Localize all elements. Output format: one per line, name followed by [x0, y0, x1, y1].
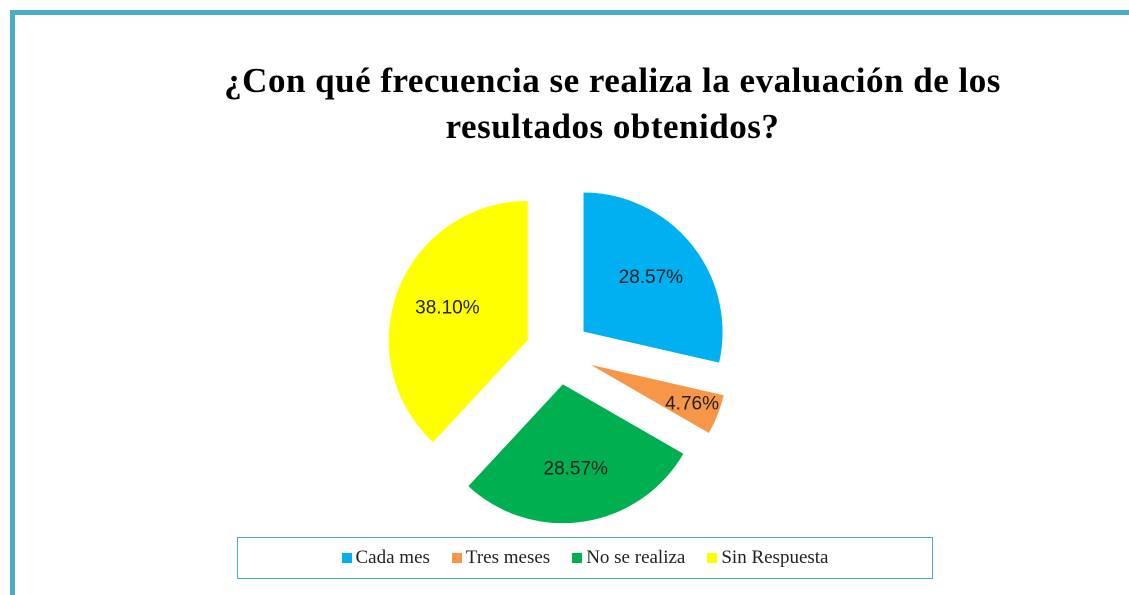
legend: Cada mes Tres meses No se realiza Sin Respu…	[237, 537, 933, 579]
legend-swatch	[572, 553, 583, 563]
pie-slice	[587, 363, 725, 435]
legend-item: No se realiza	[572, 547, 685, 569]
data-label: 28.57%	[619, 267, 684, 288]
frame-border	[10, 10, 1129, 15]
legend-label: No se realiza	[586, 547, 686, 568]
legend-item: Tres meses	[451, 547, 551, 569]
data-label: 28.57%	[544, 458, 609, 479]
legend-item: Sin Respuesta	[707, 547, 829, 569]
data-label: 4.76%	[665, 394, 719, 415]
chart-title: ¿Con qué frecuencia se realiza la evalua…	[224, 61, 1001, 146]
frame-border	[10, 10, 15, 595]
legend-item: Cada mes	[341, 547, 430, 569]
legend-label: Sin Respuesta	[721, 547, 829, 568]
pie-slice	[582, 191, 724, 364]
legend-swatch	[451, 553, 462, 563]
data-label: 38.10%	[415, 298, 480, 319]
legend-label: Tres meses	[465, 547, 551, 568]
pie-slice	[387, 199, 529, 444]
legend-swatch	[707, 553, 718, 563]
legend-label: Cada mes	[355, 547, 430, 568]
pie-slice	[466, 383, 685, 525]
legend-swatch	[341, 553, 352, 563]
